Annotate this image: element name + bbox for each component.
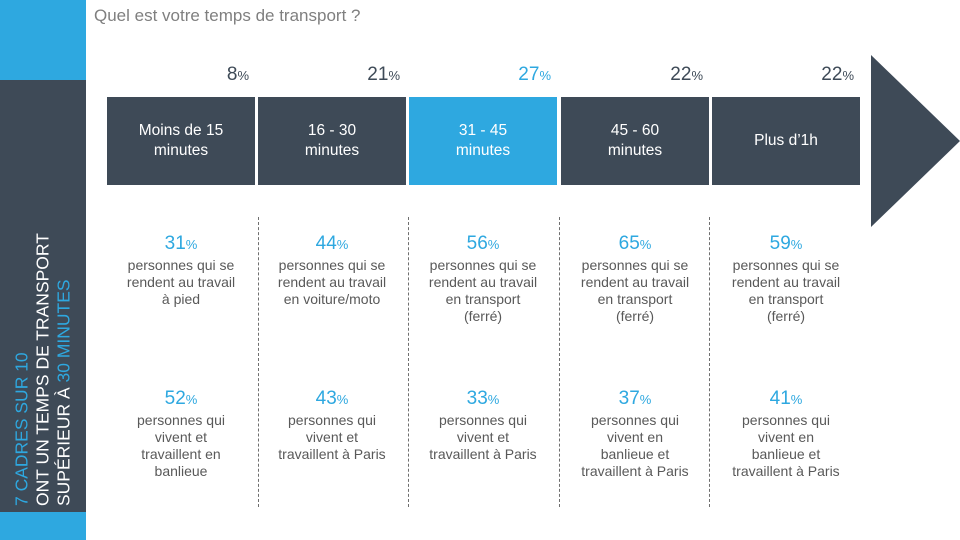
column-divider [559,217,560,507]
stat-number: 52 [164,388,186,409]
range-share-number: 21 [367,64,389,85]
percent-symbol: % [790,392,803,407]
column-divider [709,217,710,507]
percent-symbol: % [388,68,400,83]
stat-description: personnes qui se rendent au travail en t… [580,257,690,324]
stat-number: 65 [618,233,640,254]
column-divider [258,217,259,507]
stat-description: personnes qui se rendent au travail en t… [731,257,841,324]
sidebar-line-2: ONT UN TEMPS DE TRANSPORT [32,233,53,506]
percent-symbol: % [336,392,349,407]
range-share-value: 8% [107,64,249,86]
stat-percentage: 31% [107,232,255,257]
stat-percentage: 41% [712,387,860,412]
stat-description: personnes qui se rendent au travail à pi… [126,257,236,307]
stat-percentage: 44% [258,232,406,257]
residence-stat: 43% personnes qui vivent et travaillent à… [258,387,406,463]
commute-mode-stat: 65% personnes qui se rendent au travail e… [561,232,709,325]
percent-symbol: % [691,68,703,83]
range-share-number: 22 [670,64,692,85]
stat-percentage: 65% [561,232,709,257]
time-range-box: 16 - 30 minutes [258,97,406,185]
stat-percentage: 52% [107,387,255,412]
residence-stat: 52% personnes qui vivent et travaillent e… [107,387,255,480]
percent-symbol: % [487,392,500,407]
range-share-number: 27 [518,64,540,85]
time-range-box: Moins de 15 minutes [107,97,255,185]
stat-percentage: 43% [258,387,406,412]
stat-description: personnes qui vivent et travaillent en b… [137,412,225,479]
percent-symbol: % [842,68,854,83]
percent-symbol: % [487,237,500,252]
sidebar-panel [0,80,86,512]
commute-mode-stat: 59% personnes qui se rendent au travail e… [712,232,860,325]
sidebar-line-3: SUPÉRIEUR À 30 MINUTES [54,86,75,506]
stat-number: 59 [769,233,791,254]
stat-percentage: 37% [561,387,709,412]
sidebar-headline: 7 CADRES SUR 10 ONT UN TEMPS DE TRANSPOR… [4,80,82,512]
percent-symbol: % [639,237,652,252]
bottom-accent-bar [0,512,86,540]
stat-percentage: 56% [409,232,557,257]
range-share-value: 22% [561,64,703,86]
stat-percentage: 33% [409,387,557,412]
percent-symbol: % [336,237,349,252]
percent-symbol: % [185,237,198,252]
time-range-box: 45 - 60 minutes [561,97,709,185]
arrow-head-icon [871,55,960,227]
sidebar-line-1: 7 CADRES SUR 10 [11,352,32,506]
sidebar-line-3-prefix: SUPÉRIEUR À [53,382,74,506]
sidebar-line-3-highlight: 30 MINUTES [53,279,74,383]
residence-stat: 41% personnes qui vivent en banlieue et t… [712,387,860,480]
stat-description: personnes qui vivent et travaillent à Pa… [429,412,537,462]
commute-mode-stat: 31% personnes qui se rendent au travail à… [107,232,255,308]
percent-symbol: % [185,392,198,407]
range-share-number: 22 [821,64,843,85]
stat-number: 44 [315,233,337,254]
stat-number: 41 [769,388,791,409]
stat-number: 31 [164,233,186,254]
stat-number: 56 [466,233,488,254]
time-range-box: 31 - 45 minutes [409,97,557,185]
stat-number: 43 [315,388,337,409]
stat-description: personnes qui vivent et travaillent à Pa… [278,412,386,462]
residence-stat: 37% personnes qui vivent en banlieue et t… [561,387,709,480]
range-share-value: 27% [409,64,551,86]
stat-description: personnes qui vivent en banlieue et trav… [581,412,689,479]
page-title: Quel est votre temps de transport ? [94,6,361,25]
range-share-value: 22% [712,64,854,86]
time-range-box: Plus d’1h [712,97,860,185]
range-share-number: 8 [226,64,238,85]
percent-symbol: % [237,68,249,83]
percent-symbol: % [539,68,551,83]
stat-number: 33 [466,388,488,409]
stat-description: personnes qui vivent en banlieue et trav… [732,412,840,479]
residence-stat: 33% personnes qui vivent et travaillent à… [409,387,557,463]
stat-number: 37 [618,388,640,409]
top-accent-bar [0,0,86,80]
range-share-value: 21% [258,64,400,86]
percent-symbol: % [790,237,803,252]
stat-description: personnes qui se rendent au travail en t… [428,257,538,324]
stat-percentage: 59% [712,232,860,257]
commute-mode-stat: 44% personnes qui se rendent au travail e… [258,232,406,308]
percent-symbol: % [639,392,652,407]
commute-mode-stat: 56% personnes qui se rendent au travail e… [409,232,557,325]
column-divider [408,217,409,507]
stat-description: personnes qui se rendent au travail en v… [277,257,387,307]
